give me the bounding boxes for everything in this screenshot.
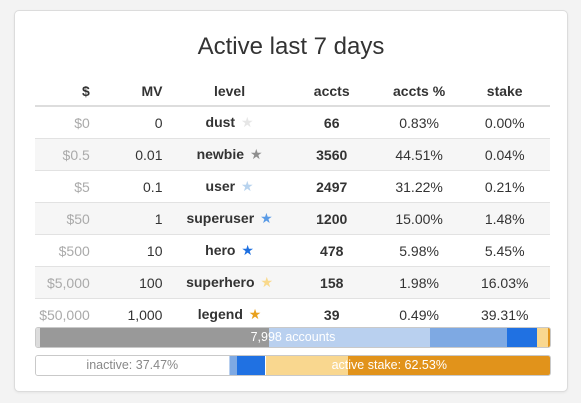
accounts-segment-hero (506, 328, 538, 347)
accts-cell: 39 (296, 298, 379, 330)
accts-pct-cell: 44.51% (378, 138, 472, 171)
table-row: $5 0.1 user ★ 2497 31.22% 0.21% (35, 170, 550, 203)
star-icon: ★ (249, 146, 263, 162)
level-cell: dust ★ (174, 105, 297, 139)
table-row: $0 0 dust ★ 66 0.83% 0.00% (35, 105, 550, 139)
table-row: $50 1 superuser ★ 1200 15.00% 1.48% (35, 202, 550, 235)
stake-cell: 0.04% (471, 138, 550, 171)
column-header-mv: MV (101, 72, 175, 107)
level-cell: superuser ★ (174, 202, 297, 235)
level-name: superhero (186, 274, 255, 290)
mv-cell: 10 (101, 234, 175, 267)
stake-segment-user (228, 356, 230, 375)
accts-pct-cell: 5.98% (378, 234, 472, 267)
stake-cell: 39.31% (471, 298, 550, 330)
active-stake-label: active stake: 62.53% (331, 358, 447, 372)
dollar-cell: $0.5 (35, 138, 102, 171)
stake-cell: 5.45% (471, 234, 550, 267)
column-header-stake: stake (471, 72, 550, 107)
accts-cell: 2497 (296, 170, 379, 203)
levels-table: $ MV level accts accts % stake $0 0 dust… (35, 72, 550, 330)
accounts-segment-superhero (537, 328, 548, 347)
accts-cell: 478 (296, 234, 379, 267)
stake-segment-legend (347, 356, 550, 375)
star-icon: ★ (248, 306, 262, 322)
accounts-segment-dust (36, 328, 41, 347)
table-row: $0.5 0.01 newbie ★ 3560 44.51% 0.04% (35, 138, 550, 171)
column-header-accts-pct: accts % (378, 72, 472, 107)
dollar-cell: $50 (35, 202, 102, 235)
dollar-cell: $5,000 (35, 266, 102, 299)
accts-cell: 3560 (296, 138, 379, 171)
accts-pct-cell: 31.22% (378, 170, 472, 203)
stake-cell: 0.00% (471, 105, 550, 139)
accounts-segment-superuser (429, 328, 507, 347)
star-icon: ★ (240, 114, 254, 130)
panel-title: Active last 7 days (197, 33, 385, 60)
accounts-distribution-bar: 7,998 accounts (35, 327, 551, 348)
table-row: $50,000 1,000 legend ★ 39 0.49% 39.31% (35, 298, 550, 330)
accts-cell: 66 (296, 105, 379, 139)
stake-segment-superuser (229, 356, 238, 375)
mv-cell: 1 (101, 202, 175, 235)
level-cell: newbie ★ (174, 138, 297, 171)
accts-pct-cell: 0.49% (378, 298, 472, 330)
level-name: superuser (186, 210, 255, 226)
dollar-cell: $5 (35, 170, 102, 203)
table-row: $500 10 hero ★ 478 5.98% 5.45% (35, 234, 550, 267)
table-row: $5,000 100 superhero ★ 158 1.98% 16.03% (35, 266, 550, 299)
stake-cell: 1.48% (471, 202, 550, 235)
mv-cell: 1,000 (101, 298, 175, 330)
level-cell: superhero ★ (174, 266, 297, 299)
accounts-total-label: 7,998 accounts (250, 330, 336, 344)
accts-cell: 158 (296, 266, 379, 299)
column-header-dollar: $ (35, 72, 102, 107)
stake-cell: 0.21% (471, 170, 550, 203)
level-cell: hero ★ (174, 234, 297, 267)
mv-cell: 0.1 (101, 170, 175, 203)
level-name: legend (197, 306, 243, 322)
accts-cell: 1200 (296, 202, 379, 235)
mv-cell: 0 (101, 105, 175, 139)
mv-cell: 0.01 (101, 138, 175, 171)
dollar-cell: $500 (35, 234, 102, 267)
table-header-row: $ MV level accts accts % stake (35, 72, 550, 107)
level-name: hero (205, 242, 236, 258)
star-icon: ★ (260, 274, 273, 290)
accounts-segment-user (269, 328, 430, 347)
star-icon: ★ (241, 178, 254, 194)
level-cell: legend ★ (174, 298, 297, 330)
star-icon: ★ (260, 210, 273, 226)
inactive-stake-label: inactive: 37.47% (86, 358, 179, 372)
active-accounts-panel: Active last 7 days $ MV level accts acct… (14, 10, 568, 392)
stake-cell: 16.03% (471, 266, 550, 299)
level-name: dust (205, 114, 236, 130)
stake-segment-superhero (265, 356, 348, 375)
level-cell: user ★ (174, 170, 297, 203)
accts-pct-cell: 15.00% (378, 202, 472, 235)
dollar-cell: $50,000 (35, 298, 102, 330)
accts-pct-cell: 0.83% (378, 105, 472, 139)
star-icon: ★ (241, 242, 254, 258)
level-name: user (205, 178, 236, 194)
stake-segment-inactive (36, 356, 229, 375)
stake-distribution-bar: inactive: 37.47% active stake: 62.53% (35, 355, 551, 376)
dollar-cell: $0 (35, 105, 102, 139)
accounts-segment-legend (547, 328, 550, 347)
stake-segment-hero (237, 356, 266, 375)
column-header-level: level (174, 72, 297, 107)
mv-cell: 100 (101, 266, 175, 299)
column-header-accts: accts (296, 72, 379, 107)
accounts-segment-newbie (40, 328, 270, 347)
level-name: newbie (196, 146, 245, 162)
accts-pct-cell: 1.98% (378, 266, 472, 299)
